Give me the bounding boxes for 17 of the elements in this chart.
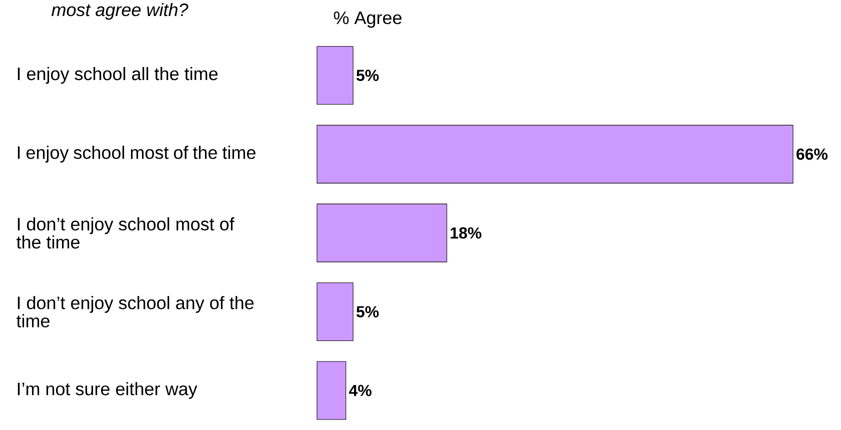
y-tick-label: I don’t enjoy school most of the time bbox=[16, 217, 234, 249]
data-label: 5% bbox=[356, 306, 379, 318]
bar bbox=[316, 46, 354, 105]
bar bbox=[316, 282, 354, 341]
data-label: 18% bbox=[450, 227, 482, 239]
bar bbox=[316, 204, 448, 262]
y-tick-label: I’m not sure either way bbox=[18, 382, 198, 399]
bar bbox=[316, 361, 346, 420]
y-tick-label: I enjoy school most of the time bbox=[18, 146, 256, 163]
data-label: 5% bbox=[356, 70, 379, 82]
bar bbox=[316, 124, 794, 184]
text: most agree with? bbox=[52, 2, 188, 20]
x-axis-title: % Agree bbox=[334, 12, 402, 28]
data-label: 4% bbox=[349, 384, 372, 396]
y-tick-label: I enjoy school all the time bbox=[18, 67, 218, 84]
data-label: 66% bbox=[796, 148, 828, 160]
y-tick-label: I don’t enjoy school any of the time bbox=[16, 296, 254, 328]
